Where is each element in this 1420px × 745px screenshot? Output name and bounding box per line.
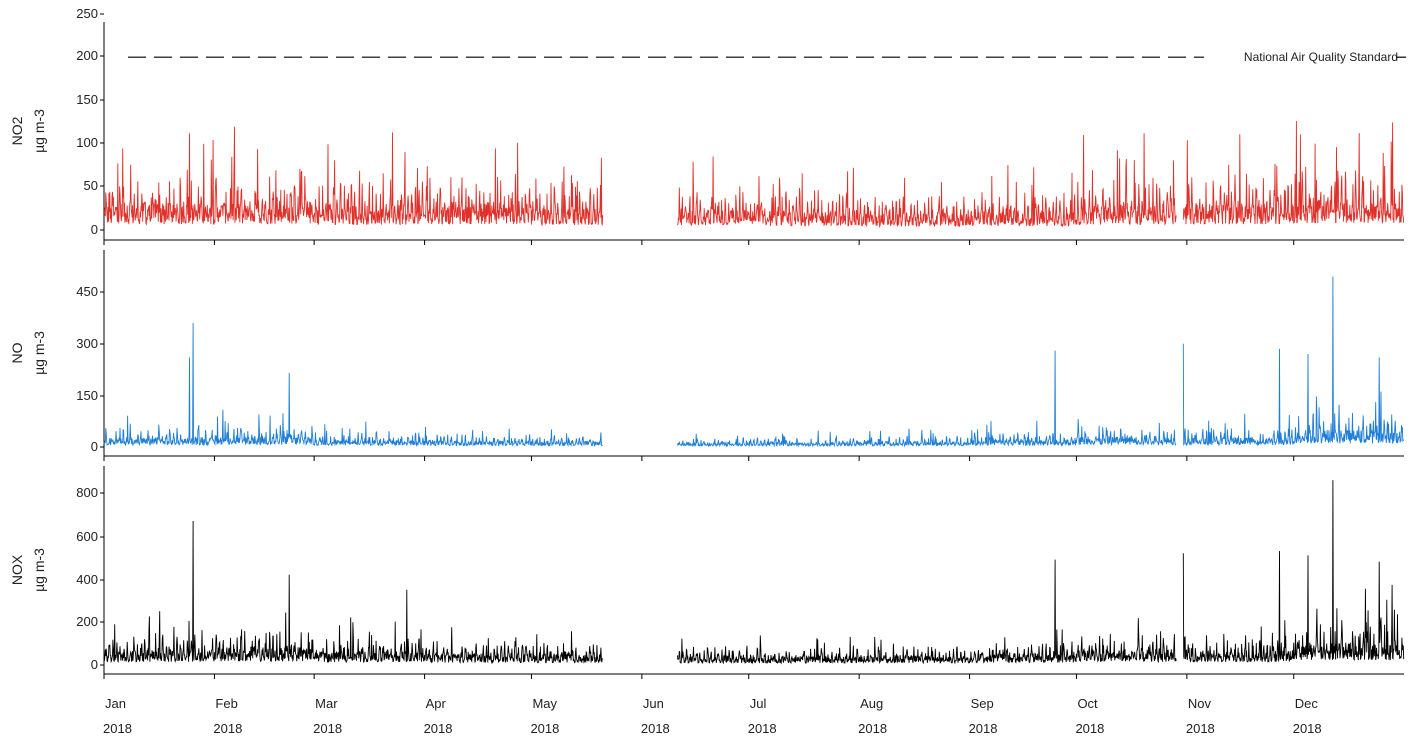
x-tick-label-month: Feb [215,696,237,711]
x-tick-label-year: 2018 [1075,721,1104,736]
y-axis-unit: µg m-3 [31,331,47,375]
y-tick-label: 450 [76,284,98,299]
y-tick-label: 600 [76,529,98,544]
x-tick-label-year: 2018 [424,721,453,736]
x-tick-label-year: 2018 [213,721,242,736]
y-tick-label: 50 [84,178,98,193]
x-tick-label-year: 2018 [1186,721,1215,736]
y-tick-label: 300 [76,336,98,351]
x-tick-label-year: 2018 [969,721,998,736]
x-tick-label-month: Jun [643,696,664,711]
y-tick-label: 0 [91,222,98,237]
y-axis-title: NO2 [9,116,25,145]
y-tick-label: 200 [76,48,98,63]
panel-nox: 0 200 400 600 800 NOX µg m-3 [9,466,1405,679]
series-line-nox [1182,480,1405,663]
y-tick-label: 800 [76,485,98,500]
reference-line-label: National Air Quality Standard [1244,50,1398,64]
y-tick-label: 0 [91,439,98,454]
x-tick-label-month: Sep [971,696,994,711]
x-tick-label-month: Jul [750,696,767,711]
x-tick-label-month: Nov [1188,696,1212,711]
x-tick-label-month: Oct [1077,696,1098,711]
series-line-no [1182,276,1405,447]
series-line-no [677,350,1177,448]
y-tick-label: 200 [76,614,98,629]
x-tick-label-year: 2018 [530,721,559,736]
y-tick-label: 100 [76,135,98,150]
y-tick-label: 0 [91,657,98,672]
x-tick-label-month: Mar [315,696,338,711]
x-tick-label-year: 2018 [748,721,777,736]
y-axis-unit: µg m-3 [31,109,47,153]
x-tick-label-year: 2018 [641,721,670,736]
x-tick-label-month: May [532,696,557,711]
y-tick-label: 250 [76,6,98,21]
x-axis-labels: Jan 2018 Feb 2018 Mar 2018 Apr 2018 May 2018 Jun 20… [103,696,1322,736]
y-tick-label: 150 [76,92,98,107]
x-tick-label-year: 2018 [1293,721,1322,736]
panel-no2: 0 50 100 150 200 250 NO2 µg m-3 National Air Qua… [9,6,1406,245]
x-tick-label-month: Jan [105,696,126,711]
x-tick-label-year: 2018 [858,721,887,736]
y-axis-unit: µg m-3 [31,548,47,592]
y-tick-label: 400 [76,572,98,587]
x-tick-label-month: Aug [860,696,883,711]
series-line-nox [677,559,1177,665]
series-line-no2 [1182,120,1405,225]
x-tick-label-month: Dec [1295,696,1319,711]
series-line-nox [103,520,603,665]
series-line-no [103,322,603,448]
y-tick-label: 150 [76,388,98,403]
series-line-no2 [677,133,1177,228]
panel-no: 0 150 300 450 NO µg m-3 [9,250,1405,461]
y-axis-title: NOX [9,554,25,585]
x-tick-label-year: 2018 [313,721,342,736]
y-axis-title: NO [9,342,25,363]
x-tick-label-year: 2018 [103,721,132,736]
series-line-no2 [103,126,604,227]
x-tick-label-month: Apr [426,696,447,711]
